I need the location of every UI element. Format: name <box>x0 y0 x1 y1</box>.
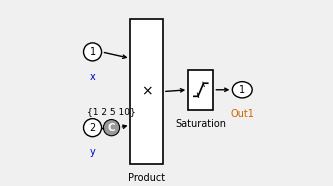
Text: C: C <box>108 123 115 133</box>
Text: Saturation: Saturation <box>175 119 226 129</box>
Text: {1 2 5 10}: {1 2 5 10} <box>87 107 136 116</box>
Text: Product: Product <box>128 173 165 183</box>
Text: x: x <box>90 72 96 82</box>
Text: y: y <box>90 147 96 158</box>
Circle shape <box>103 120 120 136</box>
Text: 1: 1 <box>90 47 96 57</box>
Text: ×: × <box>141 85 153 99</box>
Ellipse shape <box>84 119 102 137</box>
Text: 1: 1 <box>239 85 245 95</box>
FancyBboxPatch shape <box>188 70 213 110</box>
FancyBboxPatch shape <box>131 19 163 164</box>
Text: Out1: Out1 <box>230 109 254 119</box>
Text: 2: 2 <box>90 123 96 133</box>
Ellipse shape <box>232 82 252 98</box>
Ellipse shape <box>84 43 102 61</box>
